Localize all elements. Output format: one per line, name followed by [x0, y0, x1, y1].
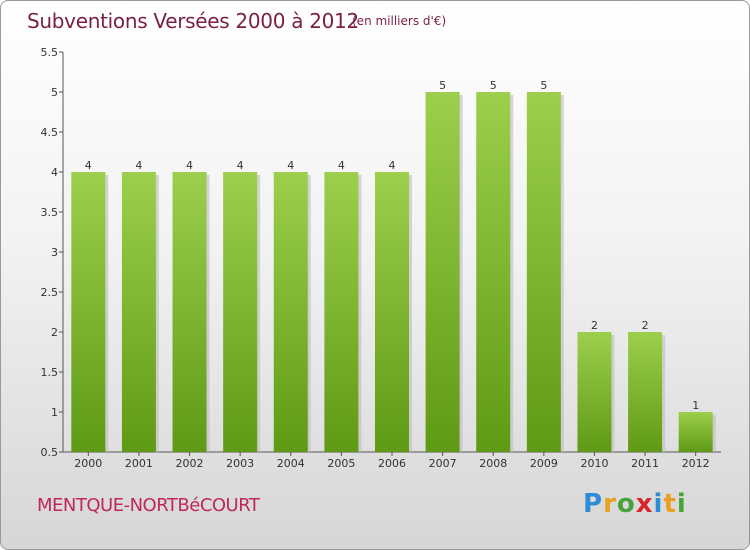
bar: [526, 92, 561, 452]
bar: [71, 172, 106, 452]
logo-letter: i: [653, 489, 664, 519]
x-tick-label: 2004: [277, 457, 305, 470]
bar-value-label: 4: [287, 159, 294, 172]
x-tick-label: 2002: [176, 457, 204, 470]
y-tick-label: 3: [51, 246, 58, 259]
x-tick-label: 2003: [226, 457, 254, 470]
bar: [172, 172, 207, 452]
y-tick-label: 5.5: [41, 46, 59, 59]
x-tick-label: 2001: [125, 457, 153, 470]
y-tick-label: 5: [51, 86, 58, 99]
bar-value-label: 4: [85, 159, 92, 172]
chart-title: Subventions Versées 2000 à 2012: [27, 9, 359, 33]
bar: [577, 332, 612, 452]
x-tick-label: 2007: [429, 457, 457, 470]
logo-letter: t: [663, 489, 677, 519]
axes: 0.5 1 1.5 2 2.5 3 3.5 4 4.5 5 5.5 2000 2001 2002 2003 2…: [41, 46, 721, 470]
y-tick-label: 2: [51, 326, 58, 339]
x-tick-label: 2011: [631, 457, 659, 470]
logo-letter: P: [583, 489, 604, 519]
data-labels: 4 4 4 4 4 4 4 5 5 5 2 2 1: [85, 79, 699, 412]
bar: [223, 172, 258, 452]
bars: [71, 92, 716, 452]
bar: [121, 172, 156, 452]
y-tick-label: 3.5: [41, 206, 59, 219]
y-tick-label: 1.5: [41, 366, 59, 379]
logo-letter: i: [676, 489, 687, 519]
y-tick-label: 2.5: [41, 286, 59, 299]
x-tick-label: 2009: [530, 457, 558, 470]
bar: [476, 92, 511, 452]
bar: [324, 172, 359, 452]
bar-value-label: 5: [490, 79, 497, 92]
x-tick-label: 2008: [479, 457, 507, 470]
x-tick-label: 2005: [327, 457, 355, 470]
y-tick-label: 0.5: [41, 446, 59, 459]
bar-value-label: 1: [692, 399, 699, 412]
logo-letter: o: [616, 489, 636, 519]
y-tick-label: 4: [51, 166, 58, 179]
logo-letter: x: [635, 489, 654, 519]
bar: [678, 412, 713, 452]
logo-letter: r: [603, 489, 617, 519]
bar-value-label: 5: [439, 79, 446, 92]
chart-subtitle: (en milliers d'€): [352, 14, 447, 28]
proxiti-logo: Proxiti: [583, 489, 687, 519]
y-tick-label: 4.5: [41, 126, 59, 139]
bar-value-label: 4: [389, 159, 396, 172]
bar-value-label: 4: [338, 159, 345, 172]
x-tick-label: 2000: [74, 457, 102, 470]
bar-value-label: 4: [237, 159, 244, 172]
x-tick-label: 2010: [580, 457, 608, 470]
bar: [628, 332, 663, 452]
bar-value-label: 4: [186, 159, 193, 172]
bar-value-label: 2: [642, 319, 649, 332]
bar: [273, 172, 308, 452]
bar-value-label: 2: [591, 319, 598, 332]
x-tick-label: 2006: [378, 457, 406, 470]
x-tick-label: 2012: [682, 457, 710, 470]
y-tick-label: 1: [51, 406, 58, 419]
commune-name: MENTQUE-NORTBéCOURT: [37, 495, 260, 516]
bar-value-label: 4: [135, 159, 142, 172]
bar-value-label: 5: [540, 79, 547, 92]
bar: [425, 92, 460, 452]
bar: [375, 172, 409, 452]
